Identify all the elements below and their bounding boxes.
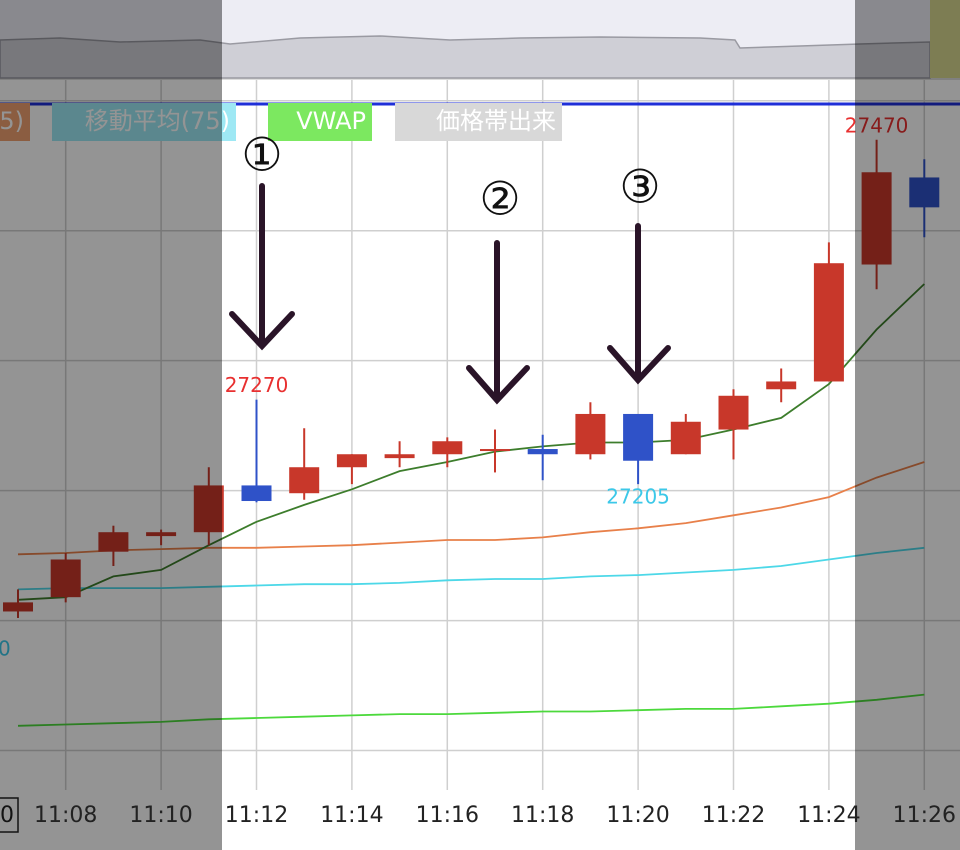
high-label: 27470 — [845, 113, 909, 137]
x-tick-label: 11:08 — [34, 803, 97, 828]
candle-body — [384, 454, 415, 459]
legend-label: 5) — [0, 107, 24, 135]
candle-body — [527, 449, 558, 455]
legend: 5) 移動平均(75) VWAP 価格帯出来 — [0, 103, 562, 141]
dim-overlay — [0, 0, 222, 850]
dim-overlay — [855, 0, 960, 850]
x-tick-label: 11:20 — [606, 803, 669, 828]
candle-body — [432, 441, 463, 455]
candle-body — [766, 381, 797, 390]
candle-body — [670, 421, 701, 455]
x-tick-label: 11:16 — [416, 803, 479, 828]
legend-label: VWAP — [296, 107, 366, 135]
legend-box — [52, 103, 236, 141]
candles — [3, 139, 940, 618]
overview-handle — [930, 0, 960, 78]
legend-box — [0, 103, 30, 141]
candle-body — [3, 602, 33, 612]
candle-body — [241, 485, 272, 502]
x-tick-label: 11:10 — [129, 803, 192, 828]
candle-body — [575, 413, 606, 455]
indicator-line — [17, 693, 925, 727]
candle-body — [480, 449, 510, 452]
labels: 27270 27205 27470 — [225, 113, 909, 508]
arrow — [229, 183, 295, 351]
legend-box — [268, 103, 372, 141]
arrow — [466, 240, 530, 405]
x-tick-label: 11:26 — [893, 803, 956, 828]
x-tick-label: 11:22 — [702, 803, 765, 828]
x-tick-label: 11:24 — [797, 803, 860, 828]
arrows — [229, 183, 671, 405]
annotation: ③ — [619, 160, 660, 214]
candle-body — [336, 454, 367, 468]
candle-body — [909, 177, 940, 208]
candle-body — [98, 532, 129, 552]
annotation: ② — [479, 172, 520, 226]
candle-body — [193, 485, 224, 533]
cursor-box — [0, 797, 19, 833]
candle-body — [813, 263, 844, 382]
x-tick-label: 11:12 — [225, 803, 288, 828]
candle-body — [289, 467, 320, 494]
legend-label: 移動平均(75) — [85, 107, 230, 135]
grid — [0, 80, 960, 790]
indicator-line — [17, 283, 925, 601]
candle-body — [146, 532, 177, 537]
candle-body — [50, 559, 81, 598]
low-label: 27205 — [606, 485, 670, 509]
candle-body — [623, 413, 654, 461]
candle-body — [861, 172, 892, 265]
annotation: ① — [241, 128, 282, 182]
legend-label: 価格帯出来 — [436, 107, 556, 135]
cursor-label: 0 — [0, 803, 14, 828]
indicator-line — [17, 461, 925, 556]
indicator-lines — [17, 283, 925, 727]
candle-body — [718, 395, 749, 430]
legend-box — [395, 103, 562, 141]
edge-label: 0 — [0, 637, 11, 661]
high-label: 27270 — [225, 373, 289, 397]
indicator-line — [17, 546, 925, 591]
x-tick-label: 11:14 — [320, 803, 383, 828]
x-tick-label: 11:18 — [511, 803, 574, 828]
arrow — [607, 223, 671, 385]
